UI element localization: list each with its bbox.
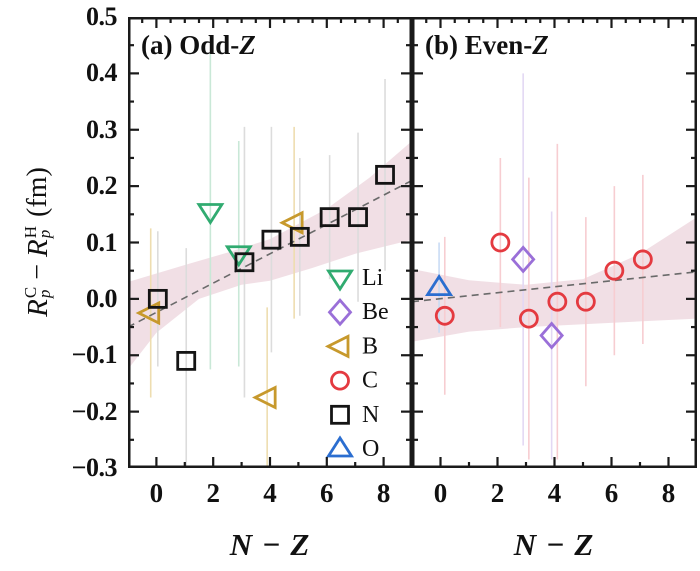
legend-label-Be: Be (362, 299, 389, 325)
y-tick-label: −0.2 (71, 396, 118, 426)
data-point-O (425, 273, 454, 297)
confidence-band (412, 217, 697, 342)
x-tick-label: 6 (604, 478, 619, 508)
x-tick-label: 2 (206, 478, 220, 508)
x-tick-label: 6 (320, 478, 334, 508)
legend-label-B: B (362, 333, 378, 359)
legend-marker-Be (327, 298, 353, 327)
data-point-C (547, 291, 568, 312)
y-tick-label: 0.3 (86, 114, 118, 144)
legend-marker-N (330, 404, 350, 425)
legend-marker-B (324, 334, 350, 359)
data-point-Li (224, 245, 253, 268)
data-point-Li (196, 203, 225, 226)
data-point-C (575, 291, 596, 312)
x-tick-label: 8 (661, 478, 676, 508)
x-tick-label: 4 (547, 478, 562, 508)
panel-border (412, 17, 697, 468)
y-tick-label: −0.1 (71, 340, 118, 370)
y-tick-label: 0.1 (86, 227, 118, 257)
panel-a-title: (a) Odd-Z (141, 30, 256, 60)
x-axis-label-a: N − Z (229, 527, 311, 562)
panel-b-title: (b) Even-Z (425, 30, 549, 60)
data-point-N (348, 207, 368, 228)
data-point-N (176, 350, 197, 371)
y-tick-label: −0.3 (71, 453, 118, 482)
confidence-band (128, 141, 412, 370)
legend-label-N: N (362, 402, 379, 428)
x-axis-label-b: N − Z (513, 527, 595, 562)
y-tick-label: 0.4 (86, 58, 118, 88)
data-point-N (289, 226, 310, 247)
ylabel-minus: − (22, 263, 53, 280)
legend-marker-C (330, 370, 350, 391)
legend-marker-O (325, 435, 355, 458)
data-point-B (252, 385, 277, 410)
y-tick-label: 0.5 (86, 2, 118, 31)
legend-label-C: C (362, 368, 378, 394)
data-point-N (234, 252, 255, 273)
x-tick-label: 0 (433, 478, 448, 508)
x-tick-label: 2 (490, 478, 505, 508)
data-point-C (490, 232, 511, 253)
data-point-Be (539, 321, 565, 350)
x-tick-label: 4 (263, 478, 277, 508)
trend-line (128, 179, 412, 328)
data-point-N (147, 288, 168, 309)
x-tick-label: 0 (149, 478, 164, 508)
data-point-C (604, 260, 625, 281)
data-point-N (319, 207, 340, 228)
data-point-C (518, 308, 539, 329)
panel-b-plot (412, 17, 697, 468)
data-point-C (434, 305, 455, 326)
legend-label-Li: Li (362, 265, 384, 291)
data-point-N (261, 229, 282, 250)
legend-label-O: O (362, 436, 379, 462)
y-tick-label: 0.2 (86, 171, 118, 201)
data-point-C (632, 249, 653, 270)
data-point-N (375, 164, 395, 185)
legend-marker-Li (325, 269, 355, 292)
panel-border (128, 17, 412, 468)
y-tick-label: 0.0 (86, 283, 118, 313)
x-tick-label: 8 (376, 478, 391, 508)
data-point-Be (510, 245, 536, 274)
